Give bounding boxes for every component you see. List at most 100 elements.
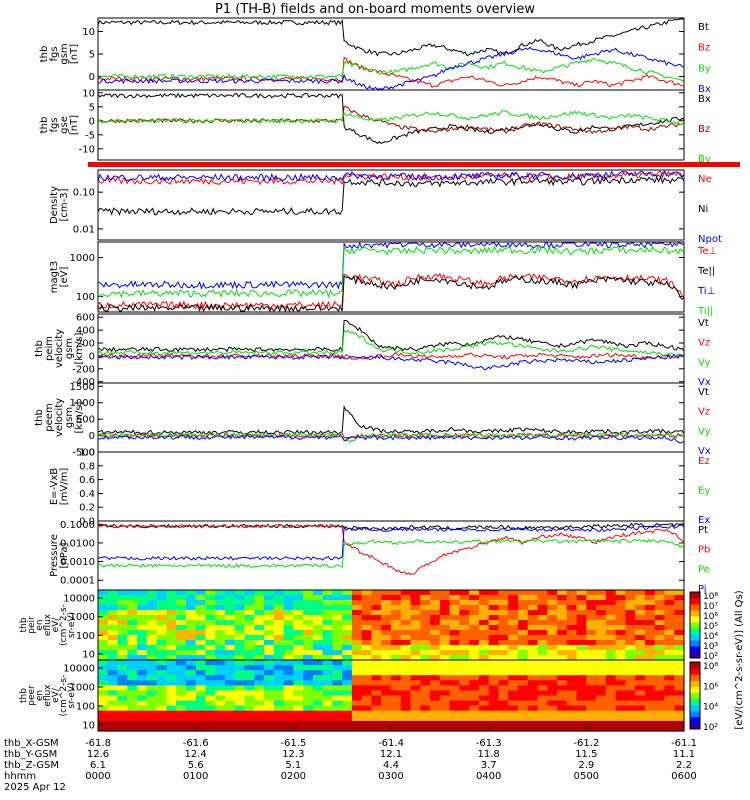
spectrogram-cell bbox=[635, 610, 646, 616]
spectrogram-cell bbox=[146, 705, 158, 712]
spectrogram-cell bbox=[361, 700, 373, 707]
y-axis-label: thb bbox=[19, 617, 29, 632]
spectrogram-cell bbox=[537, 590, 548, 596]
spectrogram-cell bbox=[527, 590, 539, 596]
spectrogram-cell bbox=[527, 595, 539, 601]
spectrogram-cell bbox=[449, 685, 460, 692]
spectrogram-cell bbox=[586, 660, 597, 666]
spectrogram-cell bbox=[566, 715, 578, 722]
spectrogram-cell bbox=[185, 615, 197, 621]
spectrogram-cell bbox=[430, 655, 441, 661]
spectrogram-cell bbox=[146, 680, 158, 686]
y-axis-label: eflux bbox=[43, 684, 53, 707]
spectrogram-cell bbox=[469, 705, 480, 712]
spectrogram-cell bbox=[283, 690, 294, 697]
spectrogram-cell bbox=[137, 650, 148, 656]
spectrogram-cell bbox=[478, 610, 490, 616]
spectrogram-cell bbox=[166, 600, 177, 606]
spectrogram-cell bbox=[420, 625, 431, 631]
spectrogram-cell bbox=[644, 590, 656, 596]
spectrogram-cell bbox=[117, 680, 128, 686]
spectrogram-cell bbox=[117, 700, 128, 707]
spectrogram-cell bbox=[332, 720, 343, 727]
spectrogram-cell bbox=[234, 700, 246, 707]
spectrogram-cell bbox=[351, 700, 363, 707]
spectrogram-cell bbox=[205, 670, 216, 676]
y-tick-label: 100 bbox=[76, 702, 95, 713]
spectrogram-cell bbox=[195, 645, 207, 651]
spectrogram-cell bbox=[225, 690, 236, 697]
colorbar-tick-label: 10⁶ bbox=[703, 612, 718, 622]
spectrogram-cell bbox=[596, 710, 607, 717]
spectrogram-cell bbox=[166, 695, 177, 702]
spectrogram-cell bbox=[293, 700, 304, 707]
spectrogram-cell bbox=[459, 725, 470, 732]
spectrogram-cell bbox=[273, 680, 285, 686]
spectrogram-cell bbox=[351, 640, 363, 646]
spectrogram-cell bbox=[166, 650, 177, 656]
spectrogram-cell bbox=[488, 615, 500, 621]
spectrogram-cell bbox=[566, 680, 578, 686]
spectrogram-cell bbox=[254, 610, 265, 616]
spectrogram-cell bbox=[557, 680, 568, 686]
spectrogram-cell bbox=[264, 705, 275, 712]
spectrogram-cell bbox=[254, 625, 265, 631]
spectrogram-cell bbox=[391, 640, 402, 646]
panel-frame bbox=[97, 169, 685, 241]
spectrogram-cell bbox=[205, 715, 216, 722]
spectrogram-cell bbox=[273, 600, 285, 606]
spectrogram-cell bbox=[361, 630, 373, 636]
spectrogram-cell bbox=[518, 710, 529, 717]
spectrogram-cell bbox=[664, 600, 675, 606]
spectrogram-cell bbox=[547, 645, 558, 651]
spectrogram-cell bbox=[254, 710, 265, 717]
spectrogram-cell bbox=[537, 675, 548, 681]
spectrogram-cell bbox=[303, 670, 314, 676]
spectrogram-cell bbox=[566, 630, 578, 636]
spectrogram-cell bbox=[381, 645, 392, 651]
spectrogram-cell bbox=[312, 595, 324, 601]
spectrogram-cell bbox=[459, 600, 470, 606]
spectrogram-cell bbox=[371, 655, 382, 661]
spectrogram-cell bbox=[332, 665, 343, 671]
colorbar-step bbox=[690, 692, 700, 700]
spectrogram-cell bbox=[674, 650, 685, 656]
spectrogram-cell bbox=[332, 615, 343, 621]
spectrogram-cell bbox=[176, 690, 187, 697]
spectrogram-cell bbox=[273, 610, 285, 616]
spectrogram-cell bbox=[654, 615, 666, 621]
spectrogram-cell bbox=[644, 605, 656, 611]
spectrogram-cell bbox=[400, 645, 412, 651]
spectrogram-cell bbox=[644, 660, 656, 666]
spectrogram-cell bbox=[469, 595, 480, 601]
spectrogram-cell bbox=[547, 635, 558, 641]
spectrogram-cell bbox=[518, 715, 529, 722]
spectrogram-cell bbox=[508, 725, 519, 732]
spectrogram-cell bbox=[176, 640, 187, 646]
spectrogram-cell bbox=[156, 630, 167, 636]
spectrogram-cell bbox=[107, 710, 119, 717]
spectrogram-cell bbox=[410, 615, 421, 621]
spectrogram-cell bbox=[244, 715, 255, 722]
spectrogram-cell bbox=[439, 685, 451, 692]
spectrogram-cell bbox=[107, 605, 119, 611]
spectrogram-cell bbox=[185, 720, 197, 727]
spectrogram-cell bbox=[117, 725, 128, 732]
spectrogram-cell bbox=[518, 685, 529, 692]
spectrogram-cell bbox=[615, 695, 626, 702]
legend-entry: Vx bbox=[698, 446, 711, 457]
spectrogram-cell bbox=[293, 670, 304, 676]
spectrogram-cell bbox=[644, 595, 656, 601]
spectrogram-cell bbox=[205, 690, 216, 697]
spectrogram-cell bbox=[674, 595, 685, 601]
y-tick-label: 10 bbox=[82, 721, 95, 732]
spectrogram-cell bbox=[508, 705, 519, 712]
spectrogram-cell bbox=[527, 610, 539, 616]
spectrogram-cell bbox=[420, 675, 431, 681]
spectrogram-cell bbox=[674, 600, 685, 606]
spectrogram-cell bbox=[576, 725, 587, 732]
spectrogram-cell bbox=[654, 725, 666, 732]
spectrogram-cell bbox=[127, 600, 138, 606]
